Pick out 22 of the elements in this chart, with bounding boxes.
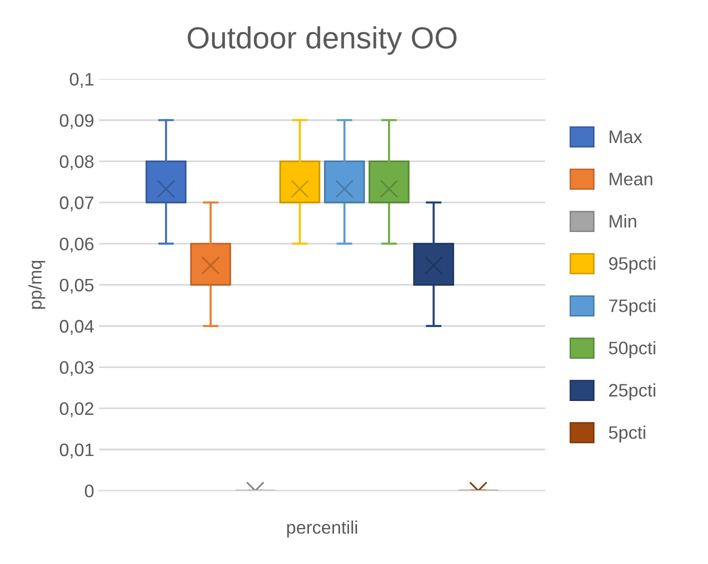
y-tick-label: 0,03 [60,361,94,376]
legend-label: Min [610,214,636,228]
legend-label: 95pcti [609,256,656,274]
legend-label: 50pcti [608,341,656,358]
y-tick-label: 0,02 [60,402,94,418]
y-tick-label: 0,08 [60,155,94,170]
y-axis-title: pp/mq [28,260,46,309]
y-tick-label: 0 [84,484,94,498]
chart-title: Outdoor density OO [188,26,457,55]
legend-label: 25pcti [609,383,656,400]
y-tick-label: 0,05 [60,278,94,294]
y-tick-label: 0,1 [70,72,94,88]
legend-label: 75pcti [609,298,656,316]
y-tick-label: 0,09 [60,114,94,129]
y-tick-label: 0,07 [60,196,94,212]
y-tick-label: 0,04 [60,320,94,335]
legend-label: Max [610,130,642,144]
x-axis-title: percentili [287,520,358,538]
y-tick-label: 0,01 [60,443,94,458]
legend-label: Mean [610,172,652,186]
legend-label: 5pcti [608,426,646,442]
y-tick-label: 0,06 [60,238,94,252]
